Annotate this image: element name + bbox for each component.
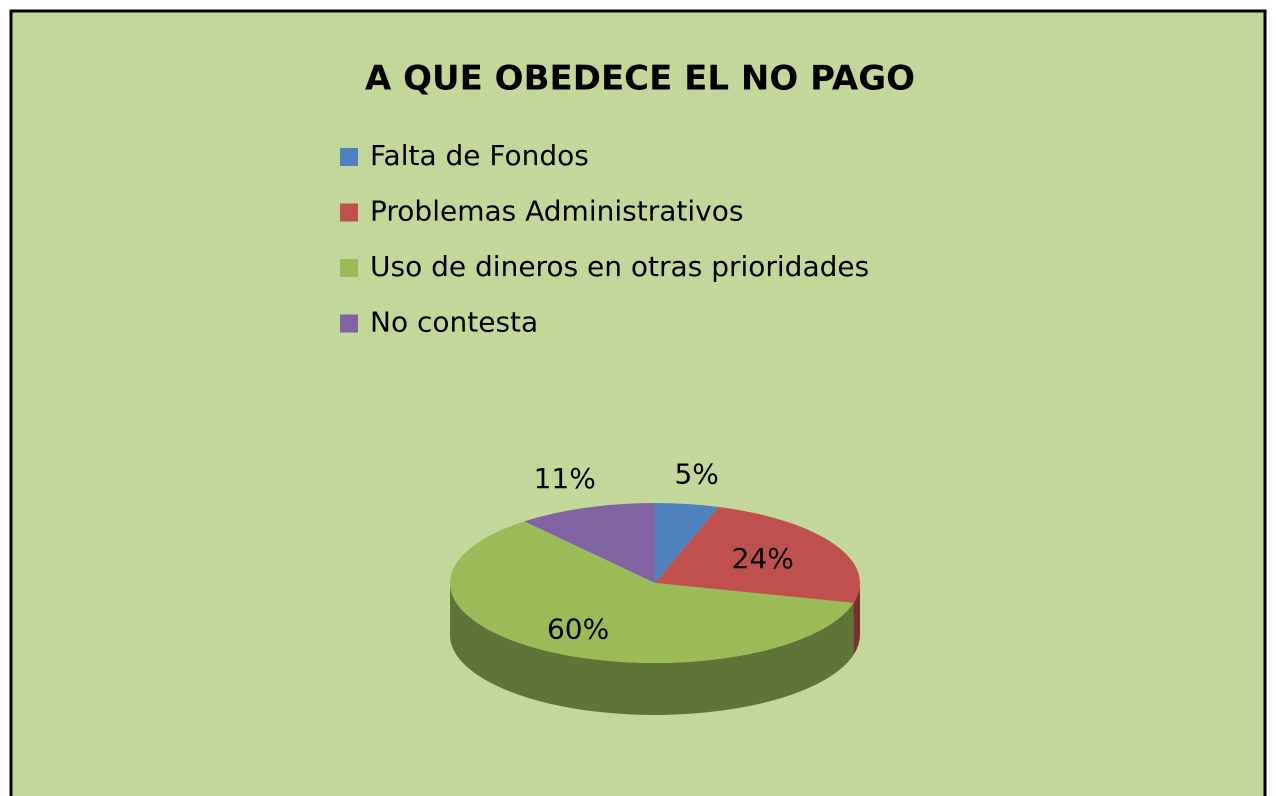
legend-label: Problemas Administrativos bbox=[370, 195, 743, 228]
legend-label: Falta de Fondos bbox=[370, 139, 589, 172]
slice bbox=[524, 503, 655, 583]
chart-title: A QUE OBEDECE EL NO PAGO bbox=[365, 59, 915, 99]
legend-swatch bbox=[340, 314, 358, 333]
legend-label: No contesta bbox=[370, 306, 538, 339]
slice-side bbox=[853, 583, 860, 655]
data-label: 5% bbox=[674, 457, 718, 490]
slice bbox=[655, 503, 719, 583]
data-label: 24% bbox=[732, 542, 794, 575]
slice-side bbox=[450, 583, 854, 716]
legend-label: Uso de dineros en otras prioridades bbox=[370, 250, 869, 283]
slice bbox=[655, 506, 861, 603]
slice bbox=[450, 521, 854, 664]
legend-swatch bbox=[340, 203, 358, 222]
legend-swatch bbox=[340, 259, 358, 277]
legend-swatch bbox=[340, 148, 358, 166]
data-label: 60% bbox=[547, 612, 609, 645]
data-label: 11% bbox=[534, 462, 596, 495]
